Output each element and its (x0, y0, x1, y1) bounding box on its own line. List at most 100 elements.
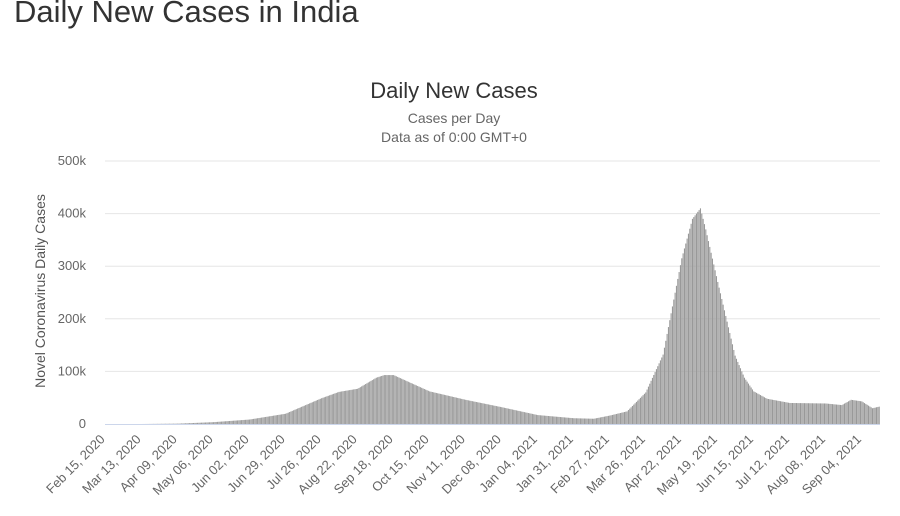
bar (271, 415, 273, 424)
bar (711, 258, 714, 424)
bar (193, 422, 195, 424)
bar (427, 390, 429, 424)
bar (554, 416, 556, 424)
bar (715, 276, 718, 424)
bar (853, 400, 855, 424)
bar (495, 406, 497, 424)
bar (791, 402, 794, 424)
bar (397, 376, 399, 424)
bar (785, 402, 787, 424)
bar (822, 403, 824, 424)
bar (634, 403, 636, 424)
bar (699, 208, 702, 424)
bar (377, 377, 379, 424)
bar (186, 423, 188, 424)
bar (609, 415, 611, 424)
bar (437, 393, 439, 424)
bar (639, 397, 641, 424)
bar (727, 327, 730, 424)
bar (738, 365, 740, 424)
bar (861, 401, 863, 424)
bar (726, 321, 728, 424)
bar (802, 403, 804, 424)
bar (533, 414, 535, 424)
bar (571, 418, 573, 424)
bar (342, 391, 344, 424)
bar (478, 402, 480, 424)
bar (662, 354, 664, 424)
bar (525, 412, 527, 424)
bar (709, 246, 711, 424)
bar (589, 418, 591, 424)
bar (475, 401, 477, 424)
bar (399, 378, 401, 424)
bar (585, 418, 587, 424)
bar (454, 397, 456, 424)
bar (281, 414, 283, 424)
bar (314, 401, 316, 424)
bar (329, 395, 331, 424)
bar (535, 414, 537, 424)
bar (611, 414, 613, 424)
bar (282, 414, 284, 424)
bar (185, 423, 187, 424)
bar (261, 417, 263, 424)
bar (181, 423, 183, 424)
bar (307, 403, 309, 424)
bar (214, 422, 216, 424)
chart-subtitle-line-1: Cases per Day (408, 110, 501, 126)
bar (523, 412, 525, 424)
bar (386, 375, 388, 424)
bar (570, 417, 572, 424)
bar (598, 417, 600, 424)
bar (330, 394, 332, 424)
bar (595, 418, 597, 424)
bar (195, 422, 197, 424)
bar (345, 390, 347, 424)
bar (615, 413, 617, 424)
bar (258, 418, 260, 424)
bar (778, 400, 780, 424)
bar (658, 363, 660, 424)
bar (226, 421, 228, 424)
bar (227, 421, 229, 424)
bar (875, 407, 878, 424)
bar (374, 378, 376, 424)
bar (262, 417, 264, 424)
bar (545, 415, 547, 424)
bar (333, 393, 335, 424)
bar (199, 422, 201, 424)
bar (730, 338, 732, 424)
bar (845, 402, 847, 424)
bar (697, 211, 699, 424)
bar (382, 375, 384, 424)
bar (425, 389, 427, 424)
bar (265, 416, 267, 424)
bar (779, 401, 782, 424)
bar (581, 418, 583, 424)
bar (695, 213, 698, 424)
bar (878, 406, 880, 424)
bar (506, 408, 508, 424)
bar (862, 402, 864, 424)
bar (275, 415, 277, 424)
bar (417, 385, 419, 424)
bar (810, 403, 812, 424)
bar (557, 416, 559, 424)
bar (423, 388, 425, 424)
bar (221, 421, 223, 424)
bar (521, 411, 523, 424)
bar (670, 313, 672, 424)
y-tick-label: 100k (58, 363, 87, 378)
bar (359, 387, 361, 424)
bar (194, 422, 196, 424)
bar (855, 400, 858, 424)
bar (550, 416, 552, 424)
bar (643, 393, 645, 424)
bar (818, 403, 820, 424)
bar (418, 386, 420, 424)
bar (766, 398, 768, 424)
bar (569, 417, 571, 424)
bar (653, 374, 655, 424)
